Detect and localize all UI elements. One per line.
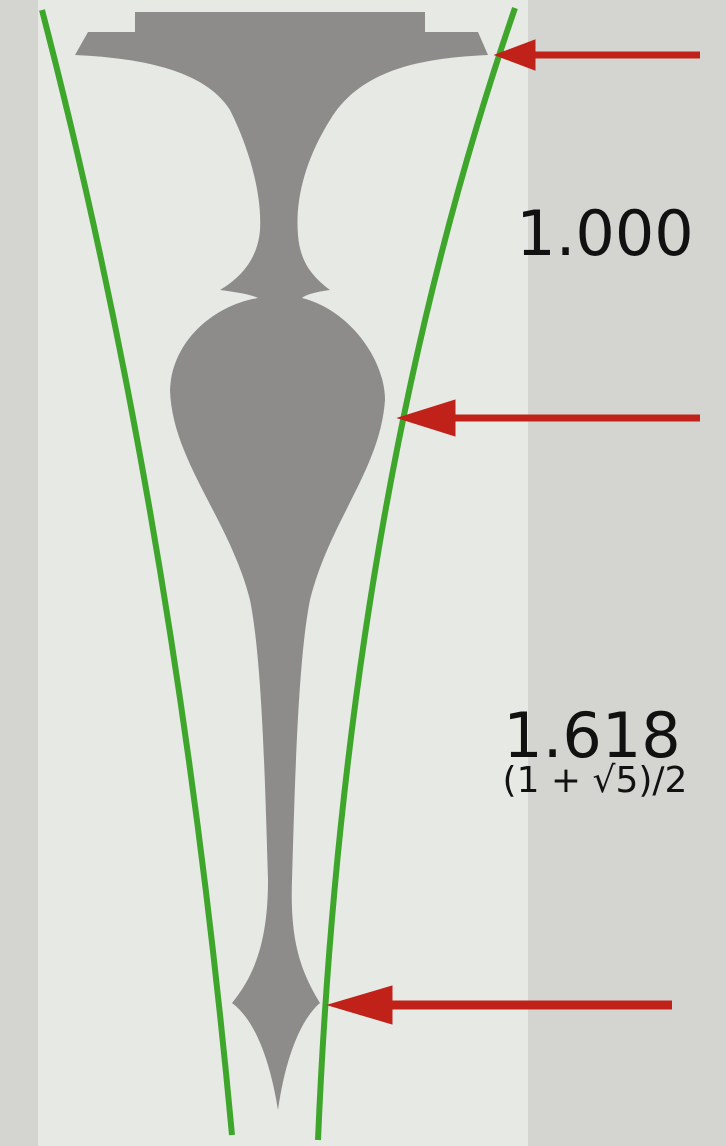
arrows <box>326 39 700 1025</box>
formula: (1 + √5)/2 <box>503 760 688 801</box>
upper-ratio: 1.000 <box>516 197 694 270</box>
leg-silhouette <box>75 12 488 1110</box>
arrow-head <box>326 985 393 1025</box>
lower-ratio: 1.618 <box>503 699 681 772</box>
arrow-head <box>396 399 456 437</box>
left-curve <box>39 9 235 1136</box>
arrow-head <box>493 39 536 71</box>
right-curve <box>315 7 518 1141</box>
